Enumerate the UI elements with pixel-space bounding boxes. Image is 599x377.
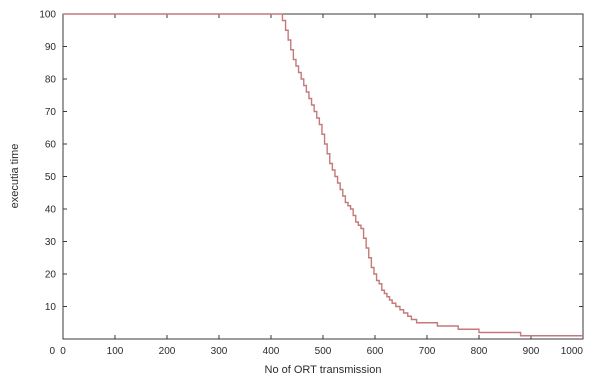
x-tick-label: 200 xyxy=(159,346,176,357)
y-tick-label: 70 xyxy=(45,107,57,118)
x-tick-labels: 0 100 200 300 400 500 600 700 800 900 1000 xyxy=(60,346,583,357)
y-tick-label: 30 xyxy=(45,237,57,248)
y-tick-label: 10 xyxy=(45,302,57,313)
x-tick-label: 100 xyxy=(107,346,124,357)
y-tick-label: 60 xyxy=(45,140,57,151)
y-tick-labels: 0 10 20 30 40 50 60 70 80 90 100 xyxy=(39,10,56,358)
x-tick-label: 700 xyxy=(419,346,436,357)
y-tick-label: 20 xyxy=(45,270,57,281)
plot-area xyxy=(62,13,584,340)
x-tick-label: 1000 xyxy=(561,346,584,357)
x-axis-label: No of ORT transmission xyxy=(265,364,382,376)
y-tick-label: 100 xyxy=(39,10,56,21)
y-tick-label: 90 xyxy=(45,42,57,53)
y-tick-label: 0 xyxy=(49,346,55,357)
y-ticks xyxy=(63,13,583,340)
y-tick-label: 50 xyxy=(45,172,57,183)
y-axis-label: executia time xyxy=(9,144,21,209)
y-tick-label: 80 xyxy=(45,75,57,86)
y-tick-label: 40 xyxy=(45,205,57,216)
x-tick-label: 300 xyxy=(211,346,228,357)
x-tick-label: 500 xyxy=(315,346,332,357)
series-line xyxy=(63,13,583,337)
x-tick-label: 800 xyxy=(471,346,488,357)
x-tick-label: 0 xyxy=(60,346,66,357)
x-tick-label: 900 xyxy=(523,346,540,357)
x-tick-label: 600 xyxy=(367,346,384,357)
x-tick-label: 400 xyxy=(263,346,280,357)
